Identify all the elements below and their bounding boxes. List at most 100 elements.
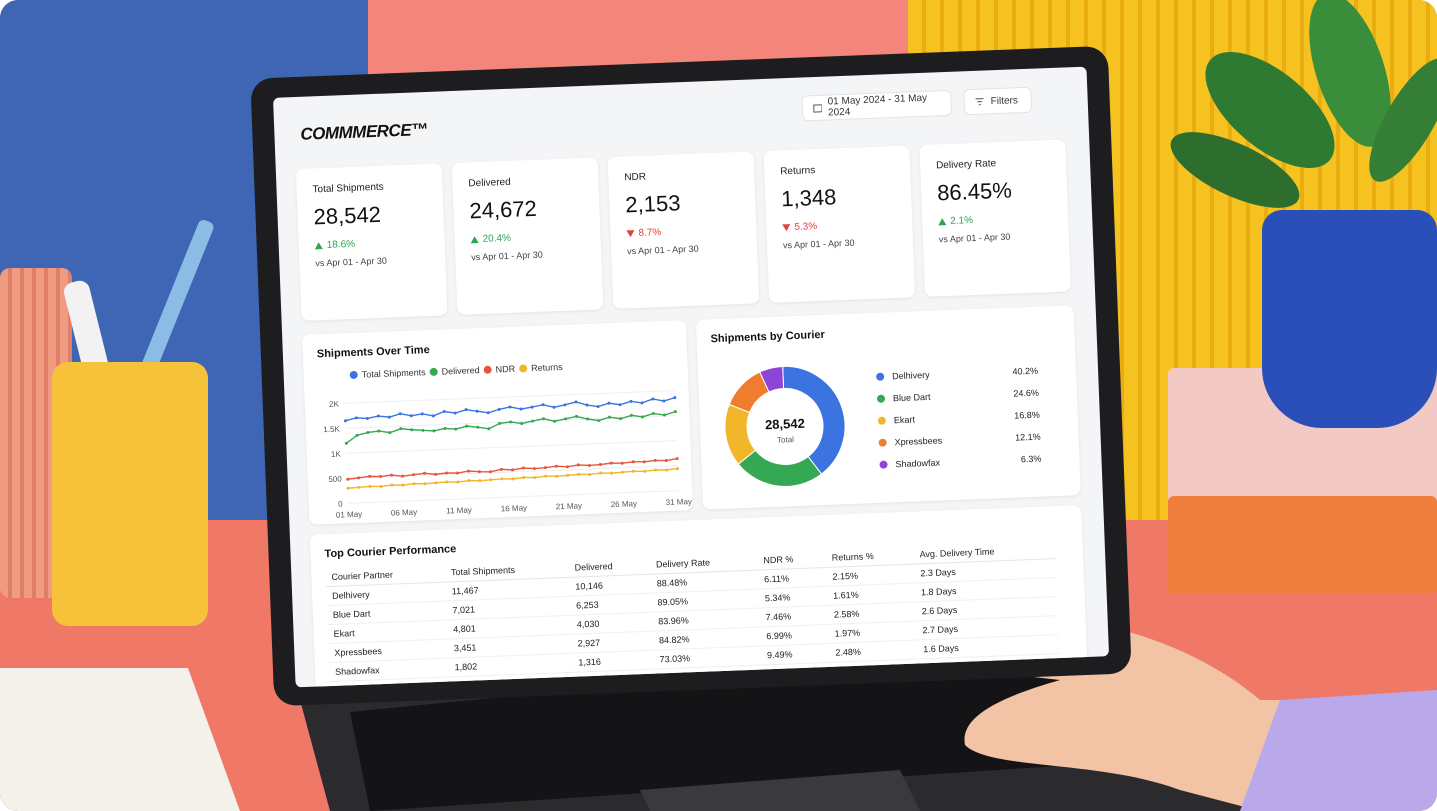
series-point — [541, 403, 545, 407]
series-point — [553, 419, 557, 423]
kpi-delta: 5.3% — [782, 221, 817, 233]
series-point — [510, 468, 514, 472]
series-point — [651, 411, 655, 415]
series-point — [651, 397, 655, 401]
legend-dot — [877, 416, 886, 425]
filter-icon — [975, 98, 984, 106]
chart-title: Shipments by Courier — [710, 328, 826, 346]
kpi-delta: 8.7% — [626, 227, 661, 239]
series-point — [629, 413, 633, 417]
filters-text: Filters — [990, 94, 1019, 107]
series-point — [489, 470, 493, 474]
delta-text: 8.7% — [638, 227, 662, 239]
table-cell: 73.03% — [653, 646, 762, 670]
y-tick-label: 1K — [331, 449, 342, 458]
chart-title: Shipments Over Time — [316, 344, 430, 361]
kpi-label: NDR — [624, 171, 647, 184]
line-chart-card: Shipments Over Time Total Shipments Delive… — [302, 320, 694, 525]
series-line — [345, 410, 676, 444]
series-point — [621, 470, 625, 474]
table-cell: 2.48% — [829, 640, 918, 663]
series-point — [434, 481, 438, 485]
table-cell: Shadowfax — [328, 658, 450, 682]
kpi-delta: 2.1% — [938, 215, 973, 227]
delta-arrow — [626, 230, 635, 238]
delta-arrow — [938, 218, 947, 226]
series-point — [445, 471, 449, 475]
calendar-icon — [813, 104, 823, 113]
series-point — [442, 410, 446, 414]
filters-button[interactable]: Filters — [963, 86, 1033, 116]
series-point — [508, 405, 512, 409]
series-point — [585, 403, 589, 407]
series-point — [379, 484, 383, 488]
kpi-compare: vs Apr 01 - Apr 30 — [471, 249, 543, 263]
legend-label: NDR — [495, 364, 515, 375]
kpi-label: Delivered — [468, 176, 511, 190]
series-point — [555, 474, 559, 478]
series-point — [543, 466, 547, 470]
kpi-compare: vs Apr 01 - Apr 30 — [938, 231, 1011, 245]
series-point — [454, 427, 458, 431]
series-point — [587, 463, 591, 467]
kpi-card: Total Shipments 28,542 18.6% vs Apr 01 - Ap… — [295, 163, 448, 321]
series-point — [566, 473, 570, 477]
delta-arrow — [470, 236, 479, 244]
series-point — [610, 471, 614, 475]
series-point — [522, 475, 526, 479]
series-point — [464, 408, 468, 412]
series-point — [620, 461, 624, 465]
table-cell: 1,316 — [571, 650, 655, 673]
series-point — [533, 476, 537, 480]
series-point — [497, 407, 501, 411]
legend-label: Delhivery — [892, 370, 930, 381]
series-point — [608, 415, 612, 419]
series-point — [675, 457, 679, 461]
series-point — [586, 417, 590, 421]
table-card: Top Courier Performance Courier Partner T… — [309, 505, 1088, 688]
series-point — [654, 468, 658, 472]
series-point — [478, 470, 482, 474]
series-point — [631, 460, 635, 464]
series-point — [431, 414, 435, 418]
delta-arrow — [782, 224, 791, 232]
series-point — [520, 422, 524, 426]
series-point — [387, 415, 391, 419]
series-point — [399, 427, 403, 431]
date-range[interactable]: 01 May 2024 - 31 May 2024 — [801, 89, 953, 122]
kpi-compare: vs Apr 01 - Apr 30 — [315, 255, 388, 269]
value-label: 40.2% — [1012, 366, 1038, 377]
header: COMMMERCE™ 01 May 2024 - 31 May 2024 Fil… — [273, 67, 1089, 160]
x-tick-label: 06 May — [391, 508, 418, 518]
kpi-label: Delivery Rate — [935, 158, 997, 172]
series-point — [354, 416, 358, 420]
grid-line — [344, 390, 675, 404]
series-point — [641, 415, 645, 419]
courier-table: Courier Partner Total Shipments Delivered D… — [325, 540, 1059, 682]
kpi-card: NDR 2,153 8.7% vs Apr 01 - Apr 30 — [607, 151, 760, 309]
plant-leaves — [1170, 0, 1437, 208]
series-point — [531, 419, 535, 423]
series-point — [499, 467, 503, 471]
legend-label: Shadowfax — [895, 457, 940, 469]
x-tick-label: 21 May — [556, 501, 583, 511]
kpi-card: Returns 1,348 5.3% vs Apr 01 - Apr 30 — [763, 145, 916, 303]
delta-text: 20.4% — [482, 232, 512, 245]
series-point — [420, 412, 424, 416]
value-label: 24.6% — [1013, 388, 1039, 399]
series-point — [676, 467, 680, 471]
value-label: 16.8% — [1014, 410, 1040, 421]
series-point — [412, 473, 416, 477]
value-label: 12.1% — [1015, 432, 1041, 443]
series-point — [475, 409, 479, 413]
donut-chart: Delhivery 40.2% Blue Dart 24.6% Ekart 16.8% Xp… — [724, 366, 1042, 487]
series-point — [498, 421, 502, 425]
series-point — [390, 473, 394, 477]
kpi-value: 28,542 — [313, 201, 382, 230]
kpi-label: Total Shipments — [312, 181, 384, 196]
legend-dot — [349, 370, 358, 379]
series-point — [401, 483, 405, 487]
x-tick-label: 11 May — [446, 506, 472, 516]
series-point — [552, 405, 556, 409]
series-point — [346, 486, 350, 490]
